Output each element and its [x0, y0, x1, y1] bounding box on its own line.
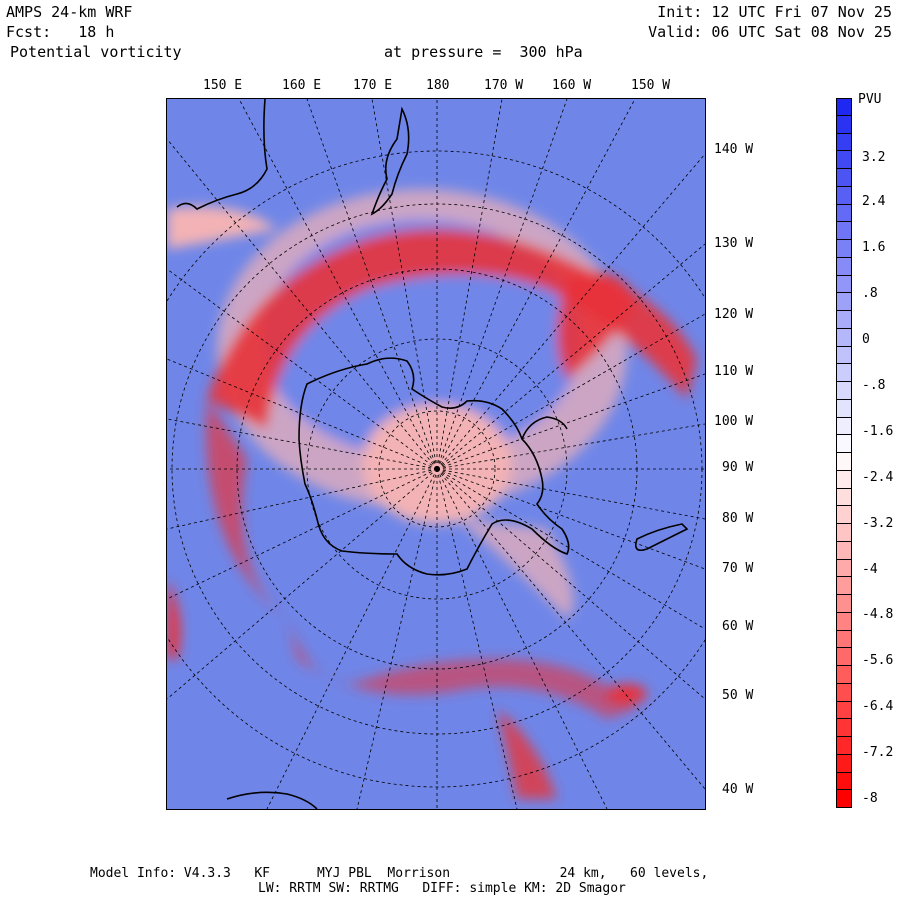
colorbar-tick-label: -8: [862, 791, 878, 806]
colorbar-tick-label: 2.4: [862, 194, 886, 209]
colorbar-tick-label: 1.6: [862, 240, 886, 255]
colorbar-tick-label: -5.6: [862, 653, 894, 668]
colorbar-tick-label: -6.4: [862, 699, 894, 714]
colorbar-swatch: [836, 470, 852, 489]
colorbar-swatch: [836, 524, 852, 542]
lon-label-top: 170 E: [353, 78, 393, 93]
colorbar-swatch: [836, 98, 852, 116]
colorbar-swatch: [836, 648, 852, 666]
footer-physics-info: LW: RRTM SW: RRTMG DIFF: simple KM: 2D S…: [258, 881, 626, 896]
lon-label-right: 50 W: [722, 688, 754, 703]
lon-label-right: 60 W: [722, 619, 754, 634]
colorbar-swatch: [836, 612, 852, 631]
colorbar-swatch: [836, 364, 852, 382]
colorbar-swatch: [836, 399, 852, 418]
pv-map: [166, 98, 706, 810]
lon-label-top: 170 W: [484, 78, 524, 93]
colorbar-tick-label: -.8: [862, 378, 886, 393]
colorbar-swatch: [836, 506, 852, 524]
colorbar-swatch: [836, 683, 852, 702]
australia-coast: [176, 99, 268, 210]
colorbar-swatch: [836, 772, 852, 791]
lon-label-right: 90 W: [722, 460, 754, 475]
lon-label-top: 150 W: [631, 78, 671, 93]
colorbar-swatch: [836, 186, 852, 205]
colorbar-swatch: [836, 293, 852, 311]
lon-label-top: 160 W: [552, 78, 592, 93]
colorbar-swatch: [836, 577, 852, 595]
colorbar-tick-label: -3.2: [862, 516, 894, 531]
colorbar-swatch: [836, 222, 852, 240]
colorbar-tick-label: 3.2: [862, 150, 886, 165]
colorbar-swatch: [836, 719, 852, 737]
lon-label-right: 40 W: [722, 782, 754, 797]
colorbar-swatch: [836, 382, 852, 400]
antarctic-peninsula: [521, 416, 568, 440]
colorbar-swatch: [836, 133, 852, 152]
colorbar-tick-label: -1.6: [862, 424, 894, 439]
forecast-hour: Fcst: 18 h: [6, 23, 115, 41]
colorbar-swatch: [836, 328, 852, 347]
colorbar-swatch: [836, 240, 852, 258]
lon-label-right: 140 W: [714, 142, 754, 157]
colorbar-swatch: [836, 559, 852, 578]
model-name: AMPS 24-km WRF: [6, 3, 133, 21]
colorbar-swatch: [836, 257, 852, 276]
coastlines: [176, 99, 689, 809]
pressure-level: at pressure = 300 hPa: [384, 43, 583, 61]
colorbar-swatch: [836, 311, 852, 329]
colorbar-swatch: [836, 346, 852, 365]
south-america-tip: [634, 523, 689, 552]
colorbar-swatch: [836, 595, 852, 613]
colorbar-tick-label: -7.2: [862, 745, 894, 760]
pv-map-svg: [167, 99, 705, 809]
colorbar-tick-label: -4: [862, 562, 878, 577]
colorbar-tick-label: .8: [862, 286, 878, 301]
colorbar-swatch: [836, 666, 852, 684]
colorbar-swatch: [836, 453, 852, 471]
lon-label-right: 130 W: [714, 236, 754, 251]
colorbar-swatch: [836, 417, 852, 436]
lon-label-top: 180: [426, 78, 450, 93]
lon-label-right: 70 W: [722, 561, 754, 576]
field-name: Potential vorticity: [10, 43, 182, 61]
colorbar-swatch: [836, 630, 852, 649]
lon-label-right: 80 W: [722, 511, 754, 526]
antarctica-coast: [298, 357, 570, 576]
lon-label-top: 150 E: [203, 78, 243, 93]
new-zealand-coast: [370, 106, 410, 216]
valid-time: Valid: 06 UTC Sat 08 Nov 25: [648, 23, 892, 41]
colorbar-swatch: [836, 541, 852, 560]
colorbar-swatch: [836, 151, 852, 169]
colorbar-tick-label: -2.4: [862, 470, 894, 485]
colorbar-swatch: [836, 754, 852, 773]
colorbar-swatch: [836, 169, 852, 187]
colorbar-swatch: [836, 204, 852, 223]
colorbar-swatch: [836, 115, 852, 134]
lon-label-right: 110 W: [714, 364, 754, 379]
footer-model-info: Model Info: V4.3.3 KF MYJ PBL Morrison 2…: [90, 866, 709, 881]
colorbar-swatch: [836, 701, 852, 720]
colorbar-unit: PVU: [858, 92, 882, 107]
pv-field: [167, 189, 697, 799]
colorbar: [836, 98, 852, 808]
lon-label-right: 120 W: [714, 307, 754, 322]
colorbar-swatch: [836, 790, 852, 808]
colorbar-tick-label: -4.8: [862, 607, 894, 622]
colorbar-tick-label: 0: [862, 332, 870, 347]
colorbar-swatch: [836, 435, 852, 453]
colorbar-swatch: [836, 488, 852, 507]
south-africa-coast: [226, 791, 318, 809]
colorbar-swatch: [836, 275, 852, 294]
lon-label-top: 160 E: [282, 78, 322, 93]
lon-label-right: 100 W: [714, 414, 754, 429]
init-time: Init: 12 UTC Fri 07 Nov 25: [657, 3, 892, 21]
colorbar-swatch: [836, 737, 852, 755]
